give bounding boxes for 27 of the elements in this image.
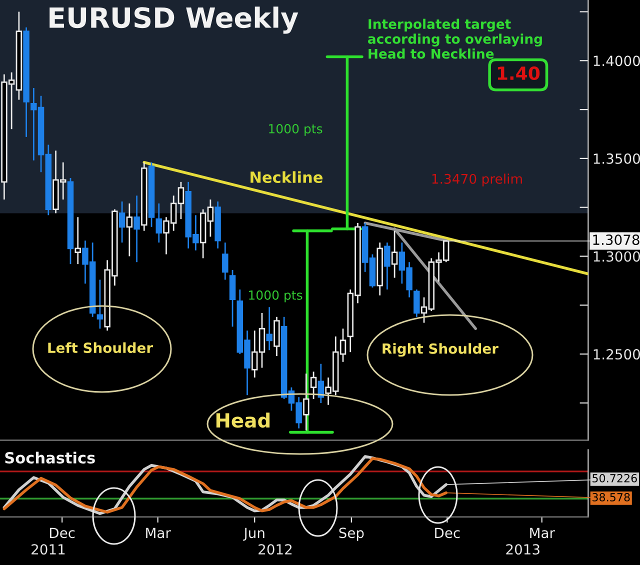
annotation: Head (216, 412, 270, 428)
data-label: 50.7226 (592, 474, 637, 482)
text: 2011 (32, 544, 65, 555)
series-label: Neckline (250, 171, 323, 184)
x-tick-label: Dec (50, 528, 75, 538)
y-tick-label: 1.3500 (594, 153, 640, 164)
data-label: 38.578 (592, 493, 630, 502)
y-tick-label: 1.4000 (594, 56, 640, 66)
y-tick-label: 1.3000 (594, 251, 640, 262)
x-tick-label: Sep (339, 528, 364, 541)
x-tick-label: Mar (530, 528, 555, 538)
annotation: Left Shoulder (48, 342, 153, 354)
annotation: 1000 pts (269, 124, 322, 136)
annotation: Right Shoulder (382, 343, 498, 357)
text: 2013 (506, 544, 540, 555)
annotation: 1000 pts (249, 290, 302, 302)
annotation: 1.40 (498, 66, 540, 80)
x-tick-label: Dec (435, 528, 460, 538)
x-tick-label: Jun (243, 528, 264, 541)
y-tick-label: 1.2500 (594, 349, 640, 360)
annotation: Interpolated target according to overlaying Head to Neckline (368, 18, 542, 59)
x-tick-label: Mar (146, 528, 171, 538)
annotation: 1.3470 prelim (432, 174, 522, 186)
annotation: 1.3078 (593, 234, 640, 246)
text: 2012 (258, 544, 292, 555)
chart-title: Sochastics (5, 452, 95, 464)
chart-title: EURUSD Weekly (50, 6, 298, 34)
